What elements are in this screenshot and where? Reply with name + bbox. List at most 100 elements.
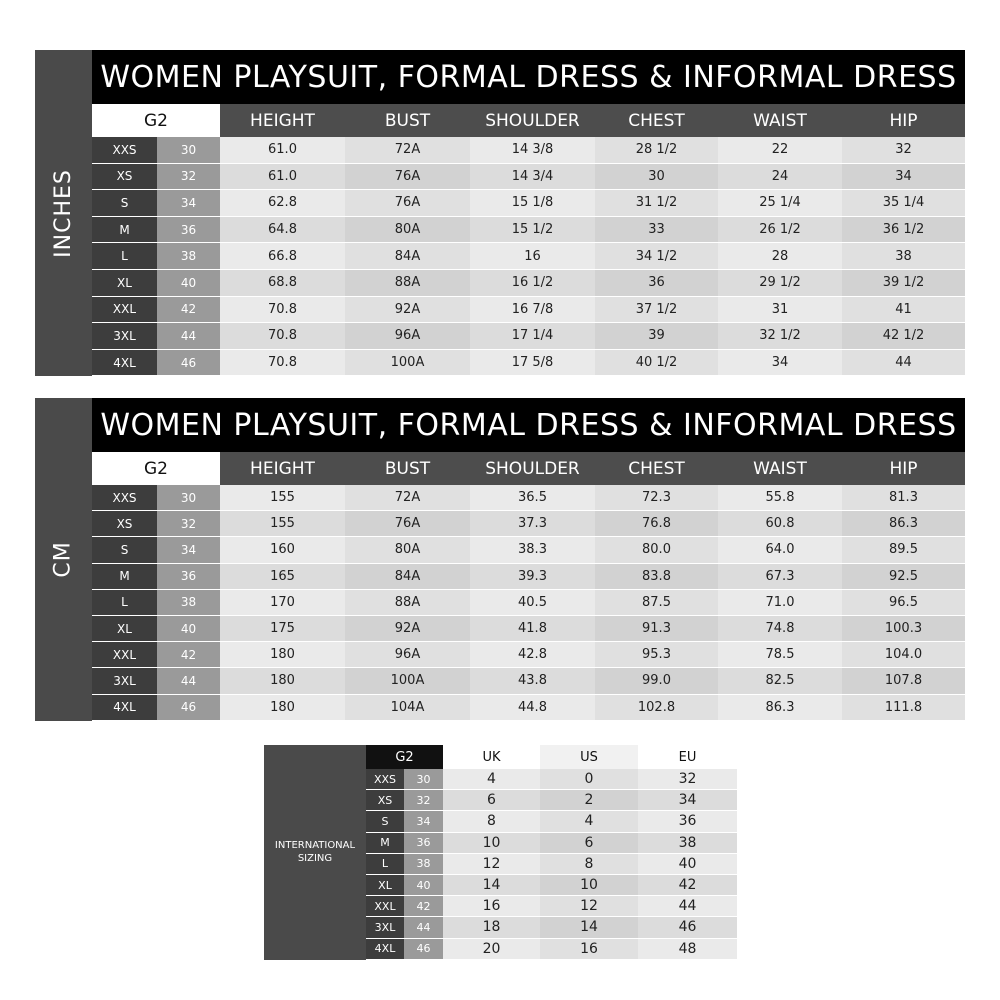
table-cell: 15 1/2: [470, 216, 595, 244]
table-cell: 36 1/2: [842, 216, 965, 244]
header-cell: HEIGHT: [220, 104, 345, 137]
table-cell: 12: [540, 896, 638, 918]
header-cell: SHOULDER: [470, 452, 595, 485]
table-cell: 96A: [345, 323, 470, 350]
table-cell: 83.8: [595, 563, 718, 590]
header-cell: EU: [638, 745, 737, 769]
table-cell: 38.3: [470, 537, 595, 564]
table-cell: 64.8: [220, 216, 345, 244]
table-cell: 76.8: [595, 511, 718, 538]
table-cell: 160: [220, 537, 345, 564]
table-cell: 32: [157, 163, 220, 191]
table-cell: 86.3: [718, 694, 842, 721]
table-cell: XXL: [366, 896, 404, 918]
table-cell: 14 3/8: [470, 137, 595, 164]
table-cell: 4XL: [92, 349, 157, 377]
table-cell: 36.5: [470, 485, 595, 512]
table-cell: S: [92, 537, 157, 564]
table-cell: 48: [638, 938, 737, 960]
table-cell: 16: [540, 938, 638, 960]
table-cell: 37.3: [470, 511, 595, 538]
header-cell: SHOULDER: [470, 104, 595, 137]
table-cell: S: [366, 811, 404, 833]
side-panel: CM: [35, 398, 92, 721]
table-cell: XL: [366, 875, 404, 897]
table-cell: 34: [157, 190, 220, 217]
table-cell: 55.8: [718, 485, 842, 512]
table-cell: 104A: [345, 694, 470, 721]
table-cell: 42: [638, 875, 737, 897]
table-cell: 84A: [345, 243, 470, 270]
table-cell: 12: [443, 853, 540, 875]
table-cell: L: [92, 589, 157, 616]
table-cell: 24: [718, 163, 842, 191]
header-cell: G2: [366, 745, 443, 769]
table-cell: L: [366, 853, 404, 875]
title-bar: WOMEN PLAYSUIT, FORMAL DRESS & INFORMAL …: [92, 50, 965, 104]
table-cell: 34: [638, 790, 737, 812]
table-cell: 40: [638, 853, 737, 875]
table-cell: 3XL: [92, 668, 157, 695]
table-cell: 46: [157, 349, 220, 377]
table-cell: 38: [842, 243, 965, 270]
table-cell: 42 1/2: [842, 323, 965, 350]
table-cell: M: [92, 216, 157, 244]
table-cell: 72A: [345, 137, 470, 164]
table-cell: 67.3: [718, 563, 842, 590]
table-cell: 32: [842, 137, 965, 164]
table-cell: 88A: [345, 589, 470, 616]
table-cell: 8: [540, 853, 638, 875]
header-cell: CHEST: [595, 104, 718, 137]
table-cell: 40: [157, 616, 220, 643]
table-cell: 32: [157, 511, 220, 538]
table-cell: 64.0: [718, 537, 842, 564]
table-cell: 4XL: [366, 938, 404, 960]
header-cell: HIP: [842, 104, 965, 137]
table-cell: 40.5: [470, 589, 595, 616]
table-cell: 61.0: [220, 163, 345, 191]
table-cell: 72.3: [595, 485, 718, 512]
table-cell: 29 1/2: [718, 270, 842, 297]
table-cell: 80A: [345, 216, 470, 244]
table-cell: 44: [157, 668, 220, 695]
table-cell: 36: [157, 563, 220, 590]
table-cell: 100.3: [842, 616, 965, 643]
table-cell: 2: [540, 790, 638, 812]
table-cell: 36: [638, 811, 737, 833]
side-label: INCHES: [51, 168, 76, 258]
table-cell: 40 1/2: [595, 349, 718, 377]
side-label: CM: [51, 541, 76, 578]
table-cell: 82.5: [718, 668, 842, 695]
table-cell: 22: [718, 137, 842, 164]
side-label: INTERNATIONAL SIZING: [274, 840, 356, 865]
table-cell: 84A: [345, 563, 470, 590]
table-cell: 16 1/2: [470, 270, 595, 297]
table-cell: 37 1/2: [595, 296, 718, 324]
side-panel: INTERNATIONAL SIZING: [264, 745, 366, 960]
table-cell: 34: [404, 811, 443, 833]
table-cell: 81.3: [842, 485, 965, 512]
table-cell: 14: [443, 875, 540, 897]
table-cell: 4XL: [92, 694, 157, 721]
table-cell: 6: [443, 790, 540, 812]
table-cell: XS: [366, 790, 404, 812]
table-cell: 25 1/4: [718, 190, 842, 217]
table-cell: 38: [157, 589, 220, 616]
table-cell: 70.8: [220, 349, 345, 377]
table-cell: 61.0: [220, 137, 345, 164]
table-cell: 14 3/4: [470, 163, 595, 191]
table-cell: 3XL: [92, 323, 157, 350]
table-cell: 20: [443, 938, 540, 960]
table-cell: 44.8: [470, 694, 595, 721]
table-cell: 17 5/8: [470, 349, 595, 377]
header-cell: G2: [92, 104, 220, 137]
table-cell: 72A: [345, 485, 470, 512]
table-cell: 92A: [345, 616, 470, 643]
table-cell: XXS: [92, 137, 157, 164]
table-cell: 6: [540, 832, 638, 854]
table-cell: 89.5: [842, 537, 965, 564]
table-cell: 68.8: [220, 270, 345, 297]
table-cell: 36: [157, 216, 220, 244]
table-cell: 44: [404, 917, 443, 939]
